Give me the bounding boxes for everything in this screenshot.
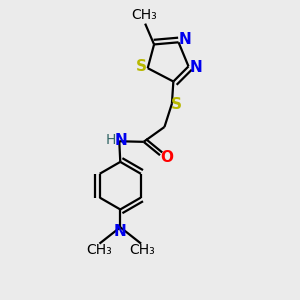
Text: S: S [136, 59, 147, 74]
Text: N: N [114, 133, 127, 148]
Text: CH₃: CH₃ [131, 8, 157, 22]
Text: N: N [179, 32, 191, 47]
Text: H: H [105, 134, 116, 147]
Text: CH₃: CH₃ [129, 243, 154, 257]
Text: S: S [171, 98, 182, 112]
Text: N: N [114, 224, 127, 238]
Text: O: O [160, 150, 173, 165]
Text: CH₃: CH₃ [86, 243, 112, 257]
Text: N: N [190, 60, 202, 75]
